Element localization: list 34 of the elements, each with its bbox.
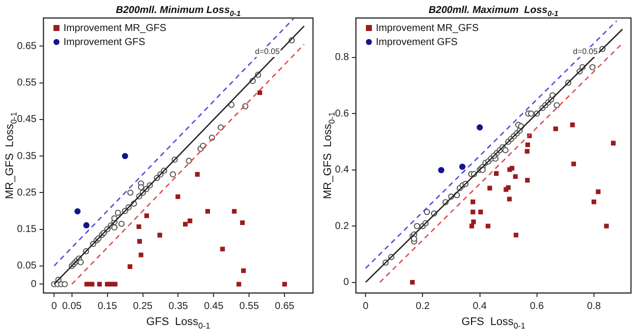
x-tick-label: 0: [362, 300, 369, 312]
legend-label: Improvement GFS: [63, 36, 146, 48]
x-tick-label: 0.15: [98, 300, 118, 312]
x-tick-label: 0.6: [530, 300, 544, 312]
y-tick-label: 0: [30, 278, 37, 290]
y-tick-label: 0.8: [334, 52, 350, 64]
y-tick-label: 0.05: [16, 260, 37, 272]
y-tick-label: 0.55: [16, 78, 37, 89]
x-tick-label: 0.8: [586, 300, 602, 312]
y-axis-title: MR_GFS Loss0-1: [322, 112, 337, 200]
x-tick-label: 0.2: [416, 300, 430, 312]
legend-label: Improvement MR_GFS: [63, 22, 167, 34]
x-tick-label: 0.25: [133, 300, 153, 312]
y-tick-label: 0.6: [334, 108, 350, 120]
annotation: d=0.05: [573, 47, 598, 56]
x-tick-label: 0.35: [168, 300, 188, 312]
x-tick-label: 0.55: [239, 300, 260, 312]
y-axis-title: MR_GFS Loss0-1: [4, 112, 19, 200]
y-tick-label: 0.15: [16, 224, 37, 236]
legend-label: Improvement GFS: [376, 36, 458, 48]
y-tick-label: 0.2: [334, 220, 350, 232]
x-tick-label: 0.4: [472, 300, 488, 312]
y-tick-label: 0.45: [16, 114, 37, 126]
y-tick-label: 0: [343, 277, 350, 288]
x-tick-label: 0: [51, 300, 58, 312]
annotation: d=0.05: [255, 47, 280, 56]
x-tick-label: 0.45: [204, 300, 224, 312]
y-tick-label: 0.4: [334, 164, 350, 176]
y-tick-label: 0.35: [16, 150, 37, 162]
y-tick-label: 0.25: [16, 187, 37, 198]
legend-label: Improvement MR_GFS: [376, 22, 480, 34]
x-tick-label: 0.05: [62, 300, 82, 312]
y-tick-label: 0.65: [16, 40, 37, 52]
x-tick-label: 0.65: [274, 300, 295, 312]
